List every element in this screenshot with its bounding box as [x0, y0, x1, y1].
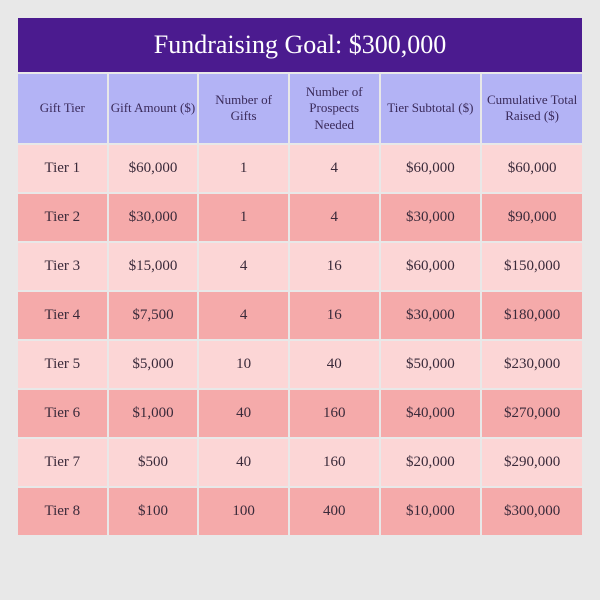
cell-amount: $100 [109, 488, 198, 535]
cell-cumulative: $180,000 [482, 292, 582, 339]
cell-gifts: 4 [199, 292, 288, 339]
col-header-subtotal: Tier Subtotal ($) [381, 74, 481, 143]
cell-prospects: 16 [290, 292, 379, 339]
cell-amount: $500 [109, 439, 198, 486]
cell-gifts: 40 [199, 439, 288, 486]
cell-tier: Tier 7 [18, 439, 107, 486]
cell-gifts: 40 [199, 390, 288, 437]
cell-cumulative: $230,000 [482, 341, 582, 388]
cell-amount: $15,000 [109, 243, 198, 290]
cell-tier: Tier 8 [18, 488, 107, 535]
cell-cumulative: $60,000 [482, 145, 582, 192]
col-header-tier: Gift Tier [18, 74, 107, 143]
cell-prospects: 4 [290, 145, 379, 192]
cell-gifts: 100 [199, 488, 288, 535]
table-row: Tier 4 $7,500 4 16 $30,000 $180,000 [18, 292, 582, 339]
cell-amount: $5,000 [109, 341, 198, 388]
cell-tier: Tier 5 [18, 341, 107, 388]
table-row: Tier 7 $500 40 160 $20,000 $290,000 [18, 439, 582, 486]
cell-cumulative: $90,000 [482, 194, 582, 241]
cell-amount: $60,000 [109, 145, 198, 192]
table-row: Tier 5 $5,000 10 40 $50,000 $230,000 [18, 341, 582, 388]
cell-tier: Tier 2 [18, 194, 107, 241]
cell-cumulative: $300,000 [482, 488, 582, 535]
fundraising-table: Fundraising Goal: $300,000 Gift Tier Gif… [16, 16, 584, 537]
cell-subtotal: $20,000 [381, 439, 481, 486]
table-row: Tier 8 $100 100 400 $10,000 $300,000 [18, 488, 582, 535]
col-header-cumulative: Cumulative Total Raised ($) [482, 74, 582, 143]
cell-prospects: 40 [290, 341, 379, 388]
header-row: Gift Tier Gift Amount ($) Number of Gift… [18, 74, 582, 143]
cell-gifts: 1 [199, 145, 288, 192]
cell-tier: Tier 6 [18, 390, 107, 437]
col-header-amount: Gift Amount ($) [109, 74, 198, 143]
table-row: Tier 2 $30,000 1 4 $30,000 $90,000 [18, 194, 582, 241]
cell-tier: Tier 3 [18, 243, 107, 290]
cell-subtotal: $30,000 [381, 194, 481, 241]
cell-cumulative: $270,000 [482, 390, 582, 437]
table-row: Tier 3 $15,000 4 16 $60,000 $150,000 [18, 243, 582, 290]
cell-subtotal: $60,000 [381, 145, 481, 192]
cell-gifts: 1 [199, 194, 288, 241]
cell-subtotal: $30,000 [381, 292, 481, 339]
title-row: Fundraising Goal: $300,000 [18, 18, 582, 72]
cell-prospects: 160 [290, 439, 379, 486]
cell-gifts: 4 [199, 243, 288, 290]
cell-prospects: 16 [290, 243, 379, 290]
cell-prospects: 4 [290, 194, 379, 241]
cell-subtotal: $40,000 [381, 390, 481, 437]
table-row: Tier 1 $60,000 1 4 $60,000 $60,000 [18, 145, 582, 192]
cell-prospects: 400 [290, 488, 379, 535]
col-header-prospects: Number of Prospects Needed [290, 74, 379, 143]
cell-amount: $7,500 [109, 292, 198, 339]
cell-subtotal: $10,000 [381, 488, 481, 535]
cell-amount: $1,000 [109, 390, 198, 437]
col-header-gifts: Number of Gifts [199, 74, 288, 143]
cell-prospects: 160 [290, 390, 379, 437]
cell-subtotal: $50,000 [381, 341, 481, 388]
table-row: Tier 6 $1,000 40 160 $40,000 $270,000 [18, 390, 582, 437]
cell-amount: $30,000 [109, 194, 198, 241]
cell-gifts: 10 [199, 341, 288, 388]
cell-tier: Tier 4 [18, 292, 107, 339]
table-title: Fundraising Goal: $300,000 [18, 18, 582, 72]
cell-tier: Tier 1 [18, 145, 107, 192]
cell-cumulative: $290,000 [482, 439, 582, 486]
cell-subtotal: $60,000 [381, 243, 481, 290]
cell-cumulative: $150,000 [482, 243, 582, 290]
